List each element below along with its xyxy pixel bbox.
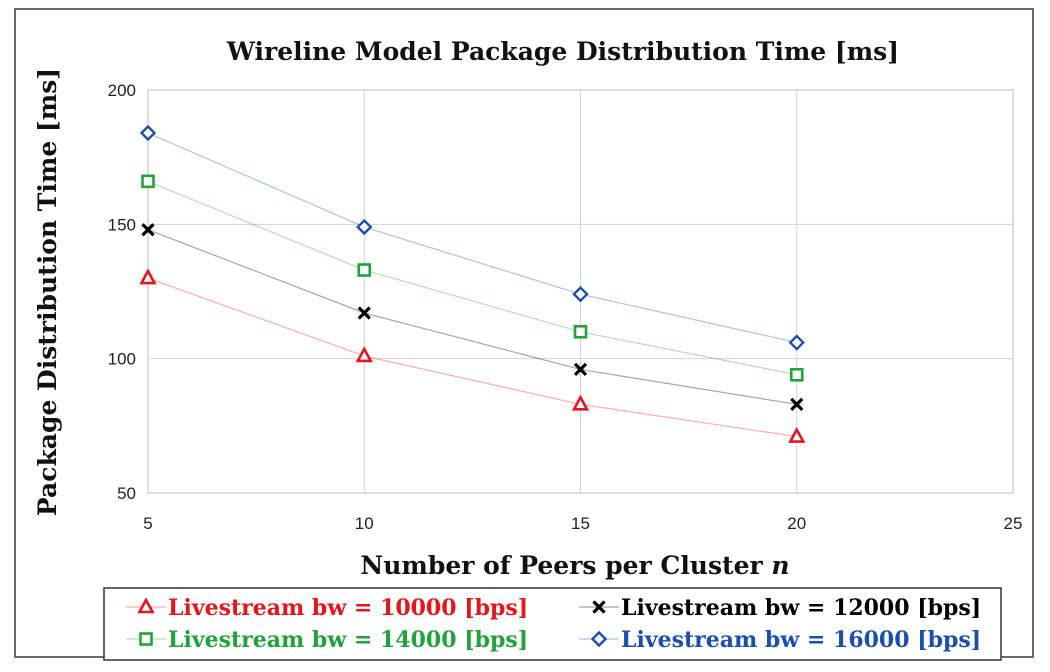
data-point-diamond: [788, 334, 805, 351]
data-point-triangle: [788, 426, 806, 443]
x-axis-label-variable: n: [771, 551, 789, 580]
x-axis-label: Number of Peers per Cluster n: [360, 551, 789, 580]
data-point-x: [357, 306, 371, 320]
x-tick-label: 10: [355, 514, 374, 533]
series-line-1: [147, 277, 797, 438]
series-line-2: [147, 229, 797, 405]
legend-marker-diamond: [590, 630, 608, 648]
legend-label-4: Livestream bw = 16000 [bps]: [621, 627, 981, 653]
data-point-square: [789, 367, 804, 382]
data-point-x: [141, 223, 155, 237]
data-point-diamond: [572, 285, 589, 303]
data-point-square: [573, 324, 588, 339]
data-point-square: [357, 263, 372, 277]
legend-marker-triangle: [137, 597, 155, 614]
data-point-x: [790, 397, 804, 411]
chart-title: Wireline Model Package Distribution Time…: [226, 37, 899, 66]
plot-area-border: [147, 89, 1014, 494]
data-point-x: [573, 362, 588, 377]
y-tick-label: 100: [108, 350, 136, 369]
tick-labels: 50 100 150 200 5 10 15 20 25: [108, 81, 1023, 533]
data-point-square: [141, 174, 155, 189]
legend-label-2: Livestream bw = 12000 [bps]: [621, 595, 981, 621]
data-point-diamond: [356, 218, 373, 236]
legend-marker-square: [139, 632, 153, 646]
series-markers: [139, 124, 806, 443]
legend-box: [103, 587, 1002, 661]
x-tick-label: 20: [787, 514, 806, 533]
plot-border: [147, 89, 1014, 494]
legend: Livestream bw = 10000 [bps] Livestream bw…: [126, 595, 981, 653]
y-tick-label: 150: [108, 215, 136, 234]
data-point-triangle: [355, 346, 373, 363]
data-point-diamond: [139, 124, 157, 142]
x-tick-label: 25: [1004, 514, 1023, 533]
data-point-triangle: [571, 394, 590, 411]
x-axis-label-text: Number of Peers per Cluster: [360, 551, 763, 580]
chart-frame: [14, 8, 1034, 658]
legend-label-3: Livestream bw = 14000 [bps]: [168, 627, 528, 653]
legend-label-1: Livestream bw = 10000 [bps]: [168, 595, 528, 621]
series-line-4: [147, 132, 797, 344]
y-tick-label: 50: [117, 484, 136, 503]
series-lines: [147, 132, 797, 438]
legend-marker-x: [592, 600, 606, 614]
y-tick-label: 200: [108, 81, 136, 100]
x-tick-label: 5: [143, 514, 152, 533]
y-axis-label: Package Distribution Time [ms]: [33, 68, 62, 516]
x-tick-label: 15: [571, 514, 590, 533]
data-point-triangle: [139, 268, 157, 285]
series-line-3: [147, 180, 797, 376]
